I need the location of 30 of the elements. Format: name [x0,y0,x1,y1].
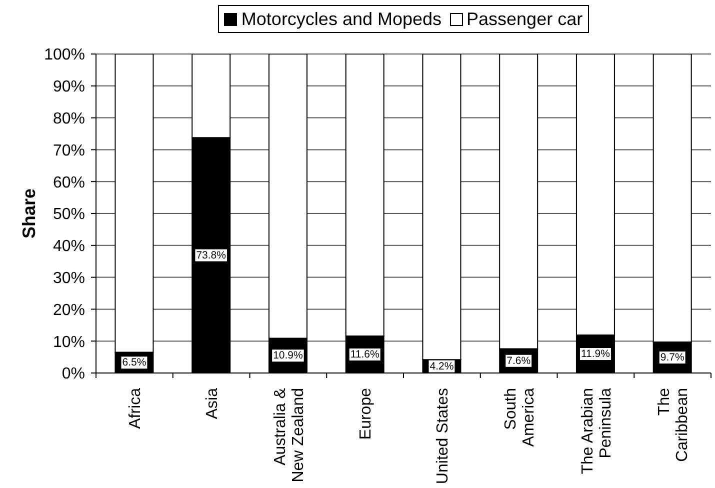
y-tick-label: 30% [52,270,85,287]
y-tick-label: 20% [52,302,85,319]
x-tick-label: Asia [204,388,221,420]
x-tick-label: Australia & New Zealand [272,388,307,482]
y-tick-label: 10% [52,334,85,351]
y-axis-title: Share [19,188,39,239]
y-tick-label: 70% [52,142,85,160]
x-tick-label: United States [434,388,452,484]
legend-label: Passenger car [466,9,583,29]
y-tick-label: 100% [44,46,85,64]
x-tick-label: Africa [127,388,144,429]
data-label: 9.7% [660,352,684,364]
y-tick-label: 90% [52,78,85,96]
y-tick-label: 0% [62,366,85,383]
x-tick-label: Europe [358,388,375,440]
data-label: 73.8% [196,249,226,262]
y-tick-label: 40% [52,238,85,256]
x-tick-label: The Arabian Peninsula [579,388,614,474]
y-tick-label: 80% [52,110,85,128]
data-label: 7.6% [506,354,531,367]
data-label: 11.9% [580,348,610,360]
data-label: 4.2% [430,360,454,372]
data-label: 6.5% [122,356,146,369]
x-tick-label: The Caribbean [656,388,692,462]
x-tick-label: South America [502,388,538,447]
y-tick-label: 60% [52,174,85,192]
legend-label: Motorcycles and Mopeds [241,9,442,29]
data-label: 10.9% [273,350,303,362]
y-tick-label: 50% [52,206,85,224]
data-label: 11.6% [350,348,380,360]
